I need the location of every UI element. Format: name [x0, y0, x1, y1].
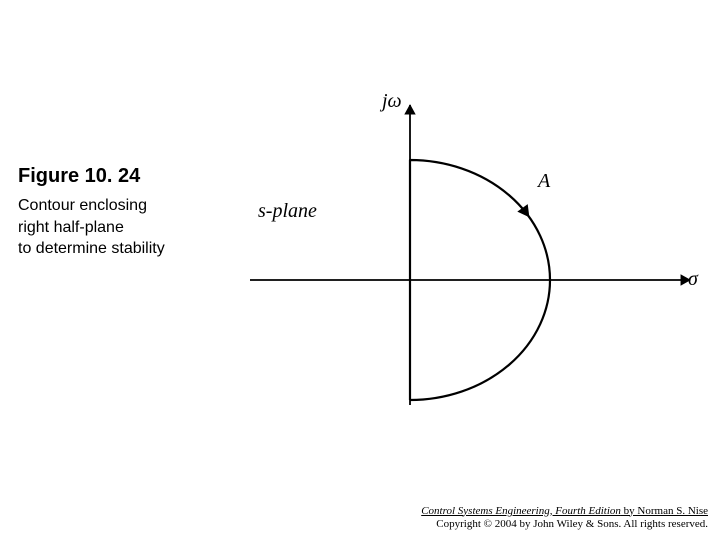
- label-sigma: σ: [688, 268, 698, 291]
- contour-diagram: [230, 95, 700, 425]
- figure-title: Figure 10. 24: [18, 165, 140, 188]
- caption-line-3: to determine stability: [18, 240, 165, 257]
- footer-copyright: Copyright © 2004 by John Wiley & Sons. A…: [421, 518, 708, 532]
- page: Figure 10. 24 Contour enclosing right ha…: [0, 0, 720, 540]
- label-splane: s-plane: [258, 200, 317, 223]
- figure-caption: Contour enclosing right half-plane to de…: [18, 195, 165, 260]
- label-jw: jω: [382, 90, 402, 113]
- footer: Control Systems Engineering, Fourth Edit…: [421, 505, 708, 533]
- caption-line-1: Contour enclosing: [18, 197, 147, 214]
- footer-byline: by Norman S. Nise: [621, 505, 708, 517]
- footer-line-1: Control Systems Engineering, Fourth Edit…: [421, 505, 708, 519]
- footer-book-title: Control Systems Engineering, Fourth Edit…: [421, 505, 621, 517]
- label-A: A: [538, 170, 550, 193]
- caption-line-2: right half-plane: [18, 219, 124, 236]
